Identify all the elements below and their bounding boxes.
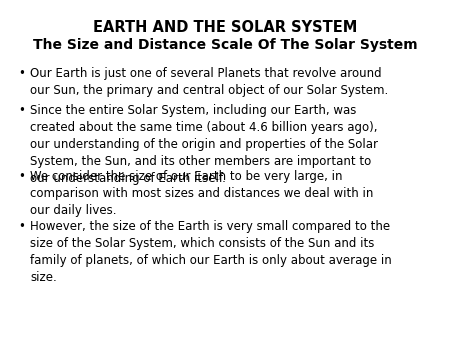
Text: •: •	[18, 170, 25, 183]
Text: Our Earth is just one of several Planets that revolve around
our Sun, the primar: Our Earth is just one of several Planets…	[30, 67, 388, 97]
Text: We consider the size of our Earth to be very large, in
comparison with most size: We consider the size of our Earth to be …	[30, 170, 373, 217]
Text: •: •	[18, 104, 25, 117]
Text: •: •	[18, 67, 25, 80]
Text: Since the entire Solar System, including our Earth, was
created about the same t: Since the entire Solar System, including…	[30, 104, 378, 185]
Text: EARTH AND THE SOLAR SYSTEM: EARTH AND THE SOLAR SYSTEM	[93, 20, 357, 35]
Text: The Size and Distance Scale Of The Solar System: The Size and Distance Scale Of The Solar…	[33, 38, 417, 52]
Text: However, the size of the Earth is very small compared to the
size of the Solar S: However, the size of the Earth is very s…	[30, 220, 392, 284]
Text: •: •	[18, 220, 25, 233]
